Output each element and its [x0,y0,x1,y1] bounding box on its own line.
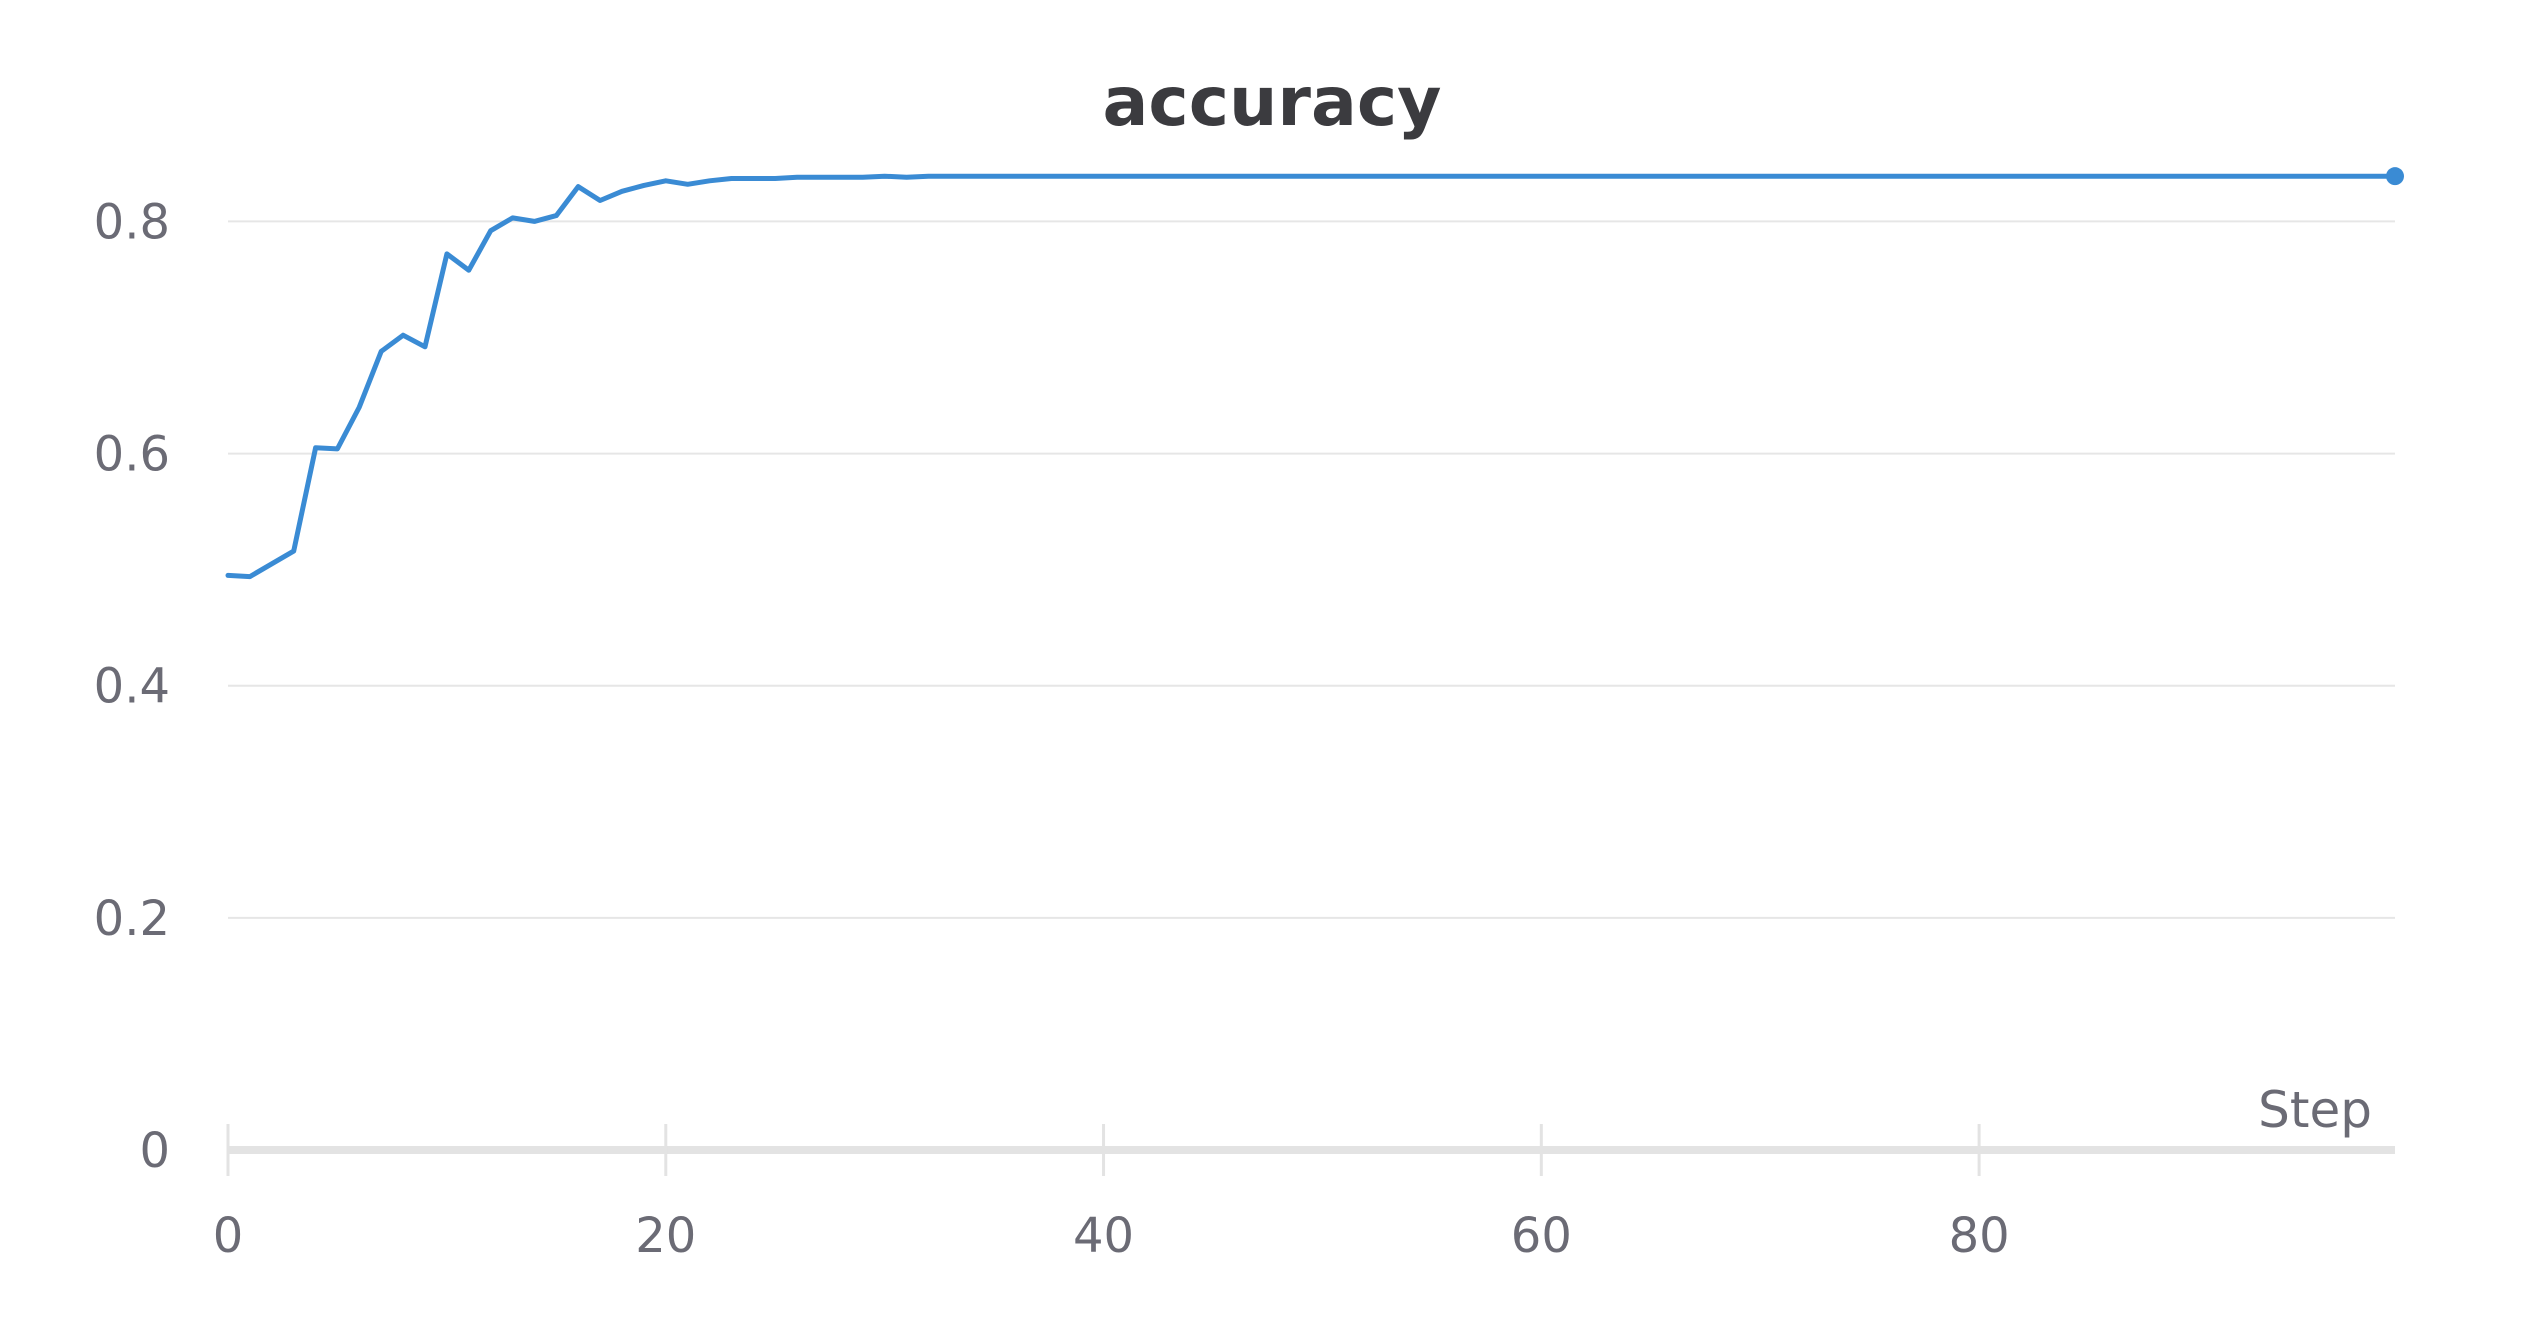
x-tick-label: 60 [1511,1208,1572,1264]
x-axis-tick-labels: 0 20 40 60 80 [213,1208,2010,1264]
series-end-point [2386,167,2404,186]
y-tick-label: 0 [139,1123,170,1179]
y-axis-tick-labels: 0 0.2 0.4 0.6 0.8 [94,194,170,1179]
x-tick-label: 40 [1073,1208,1134,1264]
x-tick-label: 20 [635,1208,696,1264]
x-tick-label: 0 [213,1208,244,1264]
y-tick-label: 0.8 [94,194,170,250]
y-tick-label: 0.4 [94,659,170,715]
y-tick-label: 0.6 [94,427,170,483]
accuracy-series-line [225,173,2398,580]
y-tick-label: 0.2 [94,891,170,947]
x-tick-label: 80 [1949,1208,2010,1264]
x-axis-title: Step [2258,1081,2372,1139]
series-layer [225,167,2404,580]
grid-lines [228,220,2395,919]
x-axis [226,1124,2395,1176]
chart-title: accuracy [1103,63,1442,142]
